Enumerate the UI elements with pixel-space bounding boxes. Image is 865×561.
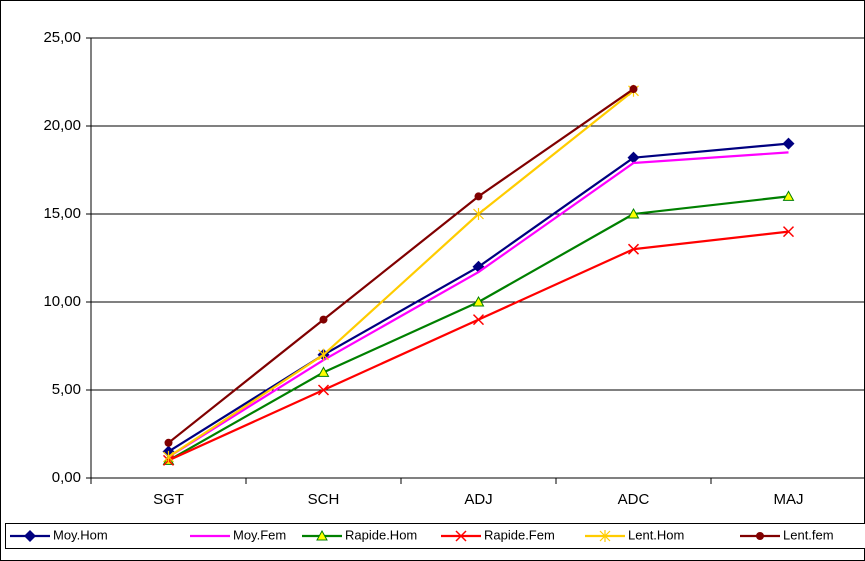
marker: [316, 529, 328, 541]
y-tick-label: 15,00: [43, 205, 81, 222]
marker: [473, 208, 484, 220]
series-line: [167, 151, 789, 458]
series-line: [167, 89, 635, 458]
marker: [472, 314, 485, 326]
x-tick-label: ADJ: [464, 491, 492, 508]
marker: [319, 315, 328, 324]
y-tick-label: 5,00: [52, 381, 81, 398]
marker: [472, 295, 485, 307]
x-tick-label: ADC: [618, 491, 650, 508]
legend-label: Lent.Hom: [628, 527, 684, 542]
marker: [627, 207, 640, 219]
marker: [163, 450, 174, 463]
y-tick-label: 0,00: [52, 469, 81, 486]
legend-box: [5, 523, 865, 549]
marker: [317, 366, 330, 377]
x-tick-label: SGT: [153, 491, 184, 508]
x-tick-label: SCH: [308, 491, 340, 508]
marker: [317, 384, 330, 396]
y-tick-label: 10,00: [43, 293, 81, 310]
marker: [782, 190, 795, 201]
y-tick-label: 20,00: [43, 117, 81, 134]
legend-label: Rapide.Hom: [345, 527, 417, 542]
legend-label: Lent.fem: [783, 527, 834, 542]
marker: [455, 530, 467, 542]
legend-label: Moy.Hom: [53, 527, 108, 542]
marker: [627, 151, 640, 164]
marker: [756, 532, 764, 540]
marker: [164, 438, 173, 447]
marker: [24, 530, 36, 542]
marker: [474, 192, 483, 201]
marker: [782, 137, 795, 150]
y-tick-label: 25,00: [43, 29, 81, 46]
marker: [627, 243, 640, 255]
marker: [318, 348, 329, 361]
legend-label: Rapide.Fem: [484, 527, 555, 542]
x-tick-label: MAJ: [774, 491, 804, 508]
marker: [782, 226, 795, 238]
marker: [629, 85, 638, 94]
legend: Moy.Hom Moy.Fem Rapide.Hom Rapide.Fem Lent.H…: [5, 523, 865, 549]
marker: [599, 530, 611, 542]
series-line: [167, 88, 635, 444]
legend-label: Moy.Fem: [233, 527, 286, 542]
